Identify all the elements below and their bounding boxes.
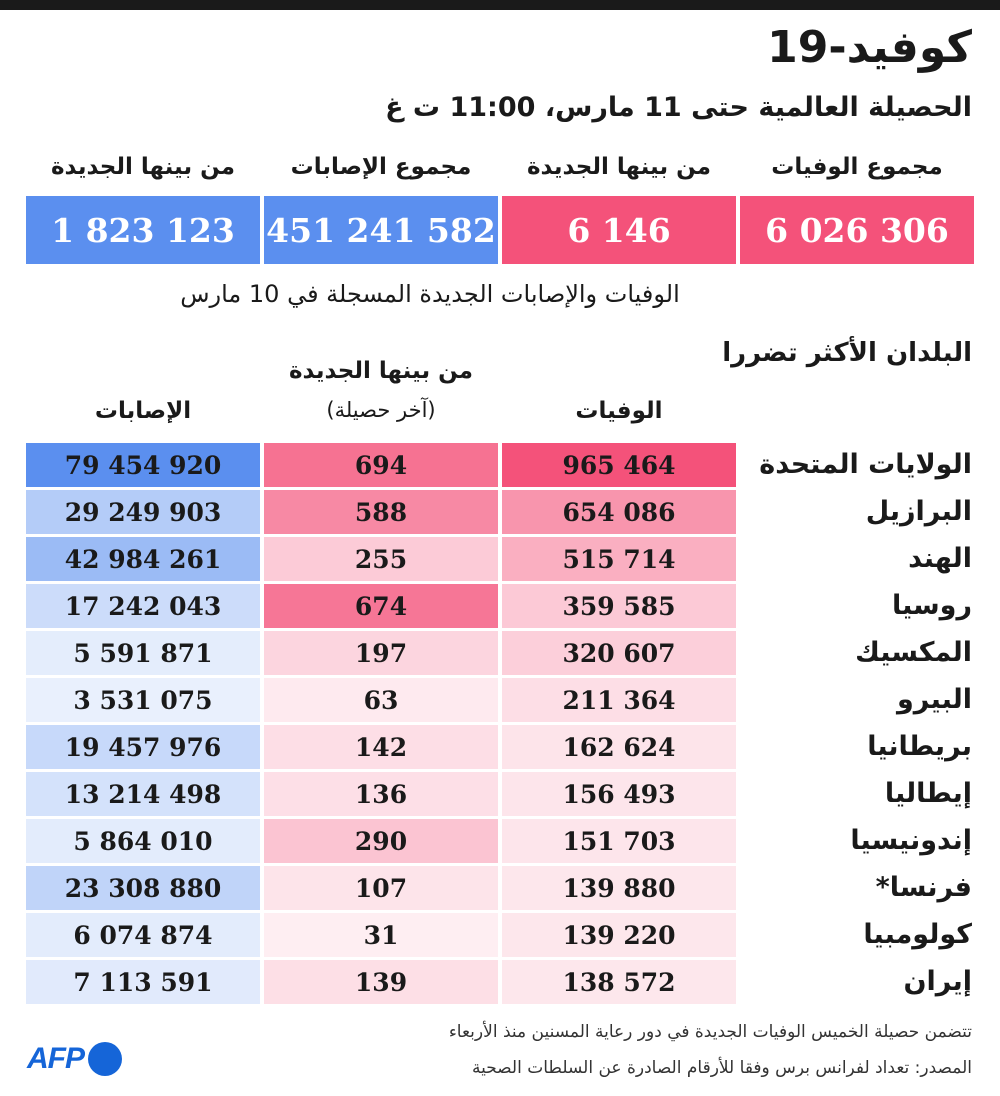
afp-logo: AFP bbox=[27, 1042, 122, 1076]
country-label: البرازيل bbox=[865, 496, 972, 527]
deaths-cell: 211 364 bbox=[502, 678, 736, 722]
top-rule bbox=[0, 0, 1000, 10]
summary-new-deaths-label: من بينها الجديدة bbox=[526, 154, 712, 180]
summary-new-deaths-value: 6 146 bbox=[502, 196, 736, 264]
chart-subtitle: الحصيلة العالمية حتى 11 مارس، 11:00 ت غ bbox=[385, 92, 972, 123]
summary-new-cases-value: 1 823 123 bbox=[26, 196, 260, 264]
new-deaths-cell: 290 bbox=[264, 819, 498, 863]
deaths-cell: 151 703 bbox=[502, 819, 736, 863]
footnote: تتضمن حصيلة الخميس الوفيات الجديدة في دو… bbox=[448, 1022, 972, 1042]
new-deaths-cell: 63 bbox=[264, 678, 498, 722]
summary-new-cases-label: من بينها الجديدة bbox=[50, 154, 236, 180]
deaths-cell: 515 714 bbox=[502, 537, 736, 581]
chart-title: كوفيد-19 bbox=[767, 22, 972, 73]
new-deaths-cell: 197 bbox=[264, 631, 498, 675]
cases-cell: 6 074 874 bbox=[26, 913, 260, 957]
deaths-cell: 139 220 bbox=[502, 913, 736, 957]
column-header-deaths: الوفيات bbox=[575, 398, 663, 424]
new-deaths-cell: 255 bbox=[264, 537, 498, 581]
cases-cell: 5 864 010 bbox=[26, 819, 260, 863]
summary-cases-label: مجموع الإصابات bbox=[290, 154, 472, 180]
country-label: الولايات المتحدة bbox=[759, 449, 972, 480]
new-deaths-cell: 694 bbox=[264, 443, 498, 487]
cases-cell: 19 457 976 bbox=[26, 725, 260, 769]
deaths-cell: 162 624 bbox=[502, 725, 736, 769]
new-deaths-cell: 674 bbox=[264, 584, 498, 628]
section-title: البلدان الأكثر تضررا bbox=[722, 338, 972, 368]
afp-logo-dot bbox=[88, 1042, 122, 1076]
summary-deaths-value: 6 026 306 bbox=[740, 196, 974, 264]
column-header-cases: الإصابات bbox=[94, 398, 192, 424]
new-deaths-cell: 588 bbox=[264, 490, 498, 534]
deaths-cell: 139 880 bbox=[502, 866, 736, 910]
cases-cell: 7 113 591 bbox=[26, 960, 260, 1004]
cases-cell: 13 214 498 bbox=[26, 772, 260, 816]
cases-cell: 17 242 043 bbox=[26, 584, 260, 628]
source-note: المصدر: تعداد لفرانس برس وفقا للأرقام ال… bbox=[471, 1058, 972, 1078]
column-subheader-new: (آخر حصيلة) bbox=[326, 398, 436, 422]
country-label: إيطاليا bbox=[884, 778, 972, 809]
summary-deaths-label: مجموع الوفيات bbox=[771, 154, 943, 180]
new-deaths-cell: 136 bbox=[264, 772, 498, 816]
country-label: الهند bbox=[908, 543, 972, 574]
cases-cell: 5 591 871 bbox=[26, 631, 260, 675]
cases-cell: 79 454 920 bbox=[26, 443, 260, 487]
new-deaths-cell: 142 bbox=[264, 725, 498, 769]
cases-cell: 42 984 261 bbox=[26, 537, 260, 581]
cases-cell: 23 308 880 bbox=[26, 866, 260, 910]
country-label: روسيا bbox=[891, 590, 972, 621]
cases-cell: 3 531 075 bbox=[26, 678, 260, 722]
country-label: فرنسا* bbox=[875, 872, 972, 903]
new-deaths-cell: 139 bbox=[264, 960, 498, 1004]
deaths-cell: 359 585 bbox=[502, 584, 736, 628]
cases-cell: 29 249 903 bbox=[26, 490, 260, 534]
afp-logo-text: AFP bbox=[27, 1042, 85, 1075]
deaths-cell: 654 086 bbox=[502, 490, 736, 534]
country-label: بريطانيا bbox=[867, 731, 972, 762]
country-label: إندونيسيا bbox=[850, 825, 972, 856]
country-label: المكسيك bbox=[855, 637, 972, 668]
new-figures-note: الوفيات والإصابات الجديدة المسجلة في 10 … bbox=[180, 280, 680, 308]
new-deaths-cell: 31 bbox=[264, 913, 498, 957]
deaths-cell: 320 607 bbox=[502, 631, 736, 675]
country-label: إيران bbox=[903, 966, 973, 997]
deaths-cell: 965 464 bbox=[502, 443, 736, 487]
new-deaths-cell: 107 bbox=[264, 866, 498, 910]
deaths-cell: 138 572 bbox=[502, 960, 736, 1004]
column-header-new: من بينها الجديدة bbox=[288, 358, 474, 384]
country-label: كولومبيا bbox=[863, 919, 972, 950]
deaths-cell: 156 493 bbox=[502, 772, 736, 816]
country-label: البيرو bbox=[896, 684, 972, 715]
summary-cases-value: 451 241 582 bbox=[264, 196, 498, 264]
